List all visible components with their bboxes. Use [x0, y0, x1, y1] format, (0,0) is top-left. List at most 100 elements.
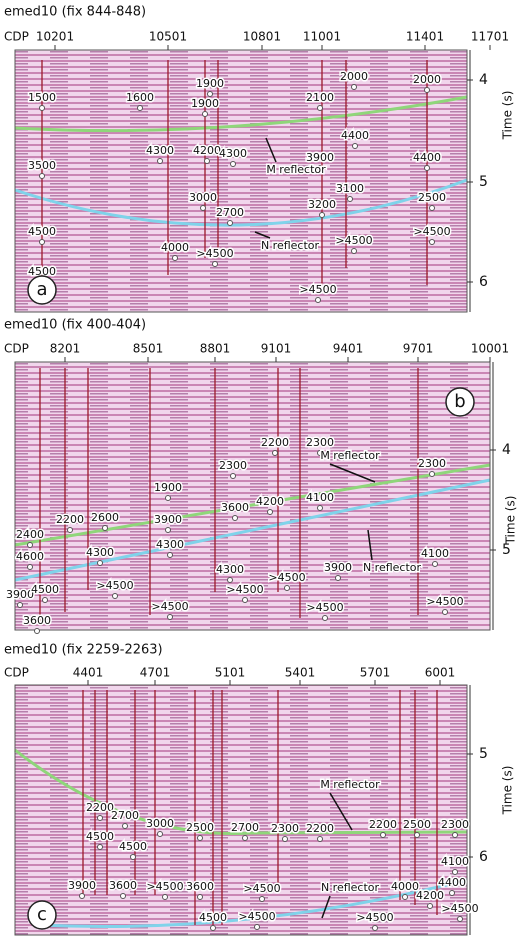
- velocity-point: [120, 893, 126, 899]
- seismic-image: [15, 50, 467, 312]
- velocity-point: [200, 205, 206, 211]
- velocity-label: 4200: [416, 889, 444, 902]
- velocity-point: [317, 105, 323, 111]
- cdp-tick-label: 8801: [200, 342, 231, 356]
- velocity-label: 4000: [391, 880, 419, 893]
- velocity-label: 4300: [156, 538, 184, 551]
- annotation: N reflector: [321, 881, 380, 894]
- velocity-label: >4500: [335, 234, 372, 247]
- velocity-point: [429, 205, 435, 211]
- cdp-tick-label: 10001: [471, 342, 509, 356]
- time-axis-label: Time (s): [501, 766, 515, 816]
- velocity-point: [162, 894, 168, 900]
- cdp-tick-label: 8501: [133, 342, 164, 356]
- velocity-point: [351, 84, 357, 90]
- velocity-point: [322, 615, 328, 621]
- velocity-point: [259, 896, 265, 902]
- m-reflector: [14, 748, 468, 835]
- velocity-label: 3900: [324, 561, 352, 574]
- velocity-label: 2000: [340, 70, 368, 83]
- velocity-point: [457, 916, 463, 922]
- n-reflector: [14, 478, 491, 582]
- velocity-label: >4500: [196, 247, 233, 260]
- annotation-arrow: [265, 137, 277, 163]
- velocity-label: 2500: [186, 821, 214, 834]
- velocity-point: [17, 602, 23, 608]
- velocity-label: 3600: [186, 880, 214, 893]
- cdp-label: CDP: [4, 30, 29, 44]
- velocity-label: 3600: [221, 501, 249, 514]
- cdp-tick-label: 6001: [425, 666, 456, 680]
- annotation: N reflector: [261, 239, 320, 252]
- velocity-point: [272, 450, 278, 456]
- annotation: M reflector: [320, 449, 380, 462]
- velocity-label: 2300: [271, 822, 299, 835]
- velocity-label: 1900: [196, 77, 224, 90]
- velocity-label: >4500: [96, 579, 133, 592]
- velocity-point: [102, 525, 108, 531]
- velocity-point: [34, 628, 40, 634]
- panel-title: emed10 (fix 2259-2263): [4, 643, 163, 658]
- velocity-point: [315, 297, 321, 303]
- velocity-label: >4500: [413, 225, 450, 238]
- m-reflector: [14, 95, 468, 133]
- velocity-point: [442, 609, 448, 615]
- velocity-point: [212, 261, 218, 267]
- velocity-label: 4500: [31, 583, 59, 596]
- velocity-point: [427, 903, 433, 909]
- velocity-point: [230, 161, 236, 167]
- annotation-arrow: [367, 529, 373, 561]
- velocity-point: [284, 585, 290, 591]
- velocity-point: [167, 614, 173, 620]
- cdp-tick-label: 5101: [215, 666, 246, 680]
- velocity-label: >4500: [243, 882, 280, 895]
- velocity-label: 2700: [111, 809, 139, 822]
- velocity-point: [157, 158, 163, 164]
- annotation-arrow: [254, 231, 271, 239]
- annotation-arrow: [321, 895, 331, 919]
- velocity-point: [432, 561, 438, 567]
- time-axis-label: Time (s): [501, 91, 515, 141]
- panel-label: a: [36, 279, 47, 300]
- cdp-tick-label: 4701: [140, 666, 171, 680]
- velocity-label: 2200: [369, 818, 397, 831]
- velocity-label: 2200: [56, 513, 84, 526]
- velocity-label: 2400: [16, 528, 44, 541]
- time-tick-label: 4: [479, 72, 488, 88]
- velocity-label: 4300: [216, 563, 244, 576]
- velocity-label: 3000: [146, 817, 174, 830]
- velocity-label: 2300: [219, 459, 247, 472]
- velocity-point: [167, 552, 173, 558]
- velocity-label: 1900: [154, 481, 182, 494]
- velocity-point: [39, 239, 45, 245]
- velocity-point: [197, 894, 203, 900]
- velocity-point: [242, 597, 248, 603]
- velocity-label: 2500: [403, 818, 431, 831]
- panel-title: emed10 (fix 844-848): [4, 5, 146, 20]
- velocity-label: 2500: [418, 191, 446, 204]
- velocity-point: [351, 248, 357, 254]
- velocity-label: 1500: [28, 91, 56, 104]
- velocity-point: [242, 835, 248, 841]
- velocity-point: [165, 495, 171, 501]
- time-tick-label: 6: [479, 849, 488, 865]
- velocity-label: >4500: [356, 911, 393, 924]
- velocity-label: 4500: [28, 225, 56, 238]
- velocity-label: 4200: [256, 495, 284, 508]
- cdp-tick-label: 10201: [36, 30, 74, 44]
- cdp-tick-label: 10501: [149, 30, 187, 44]
- cdp-tick-label: 5401: [285, 666, 316, 680]
- m-reflector: [14, 463, 491, 547]
- velocity-point: [254, 924, 260, 930]
- panel-badge: [27, 900, 57, 930]
- velocity-label: 2200: [86, 801, 114, 814]
- velocity-point: [210, 925, 216, 931]
- velocity-point: [130, 854, 136, 860]
- panel-frame: [14, 361, 491, 631]
- velocity-point: [232, 515, 238, 521]
- velocity-point: [207, 91, 213, 97]
- panel-frame: [14, 49, 468, 313]
- velocity-label: 2700: [216, 206, 244, 219]
- velocity-label: >4500: [226, 583, 263, 596]
